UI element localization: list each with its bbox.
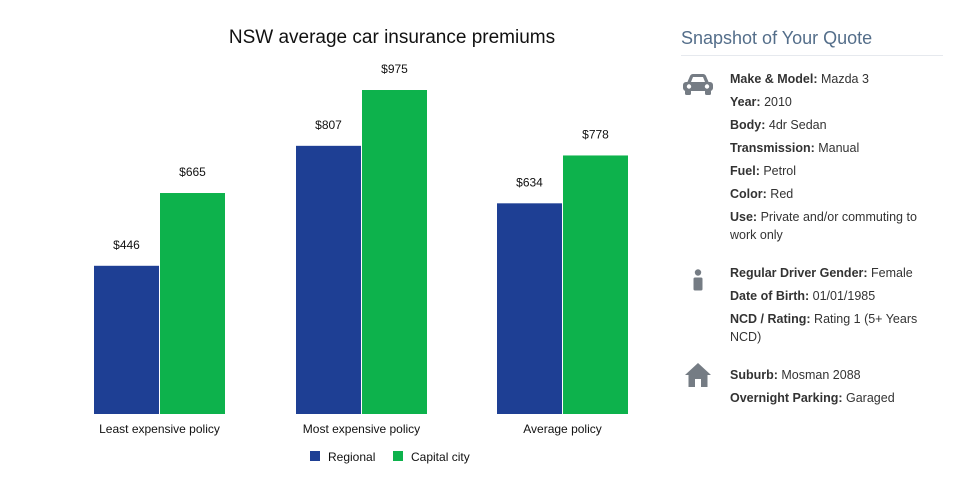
detail-label: Suburb: — [730, 368, 778, 382]
detail-value: 01/01/1985 — [809, 289, 876, 303]
detail-label: Regular Driver Gender: — [730, 266, 868, 280]
detail-row: Year: 2010 — [730, 93, 943, 111]
bars-group: $446 $665 Least expensive policy $807 $975 Mo… — [94, 62, 628, 436]
detail-value: 4dr Sedan — [765, 118, 827, 132]
detail-label: Use: — [730, 210, 758, 224]
detail-row: Transmission: Manual — [730, 139, 943, 157]
car-details-group: Make & Model: Mazda 3 Year: 2010 Body: 4dr… — [681, 70, 943, 244]
bar-capital-city-2 — [362, 90, 427, 414]
detail-label: Transmission: — [730, 141, 815, 155]
detail-label: Color: — [730, 187, 767, 201]
detail-row: Use: Private and/or commuting to work on… — [730, 208, 943, 244]
detail-label: Year: — [730, 95, 761, 109]
detail-value: 2010 — [760, 95, 792, 109]
detail-row: Fuel: Petrol — [730, 162, 943, 180]
detail-value: Female — [867, 266, 913, 280]
chart-title: NSW average car insurance premiums — [229, 27, 555, 48]
data-label: $778 — [582, 127, 609, 141]
detail-value: Garaged — [842, 391, 895, 405]
legend-swatch-capital-city — [393, 451, 403, 461]
house-icon — [684, 362, 712, 393]
chart-area: NSW average car insurance premiums $446 $… — [94, 27, 628, 464]
quote-snapshot-panel: Snapshot of Your Quote Make & Model: Maz… — [681, 28, 943, 412]
detail-label: Fuel: — [730, 164, 760, 178]
detail-label: NCD / Rating: — [730, 312, 811, 326]
address-details-group: Suburb: Mosman 2088 Overnight Parking: Ga… — [681, 363, 943, 407]
detail-row: Color: Red — [730, 185, 943, 203]
detail-value: Petrol — [759, 164, 796, 178]
detail-value: Red — [766, 187, 794, 201]
detail-value: Private and/or commuting to work only — [730, 210, 917, 242]
bar-chart: NSW average car insurance premiums $446$… — [94, 27, 628, 464]
data-label: $975 — [381, 62, 408, 76]
bar-regional-3 — [497, 203, 562, 414]
detail-label: Date of Birth: — [730, 289, 810, 303]
detail-row: Suburb: Mosman 2088 — [730, 366, 943, 384]
data-label: $665 — [179, 165, 206, 179]
person-icon — [692, 269, 704, 296]
legend-swatch-regional — [310, 451, 320, 461]
detail-label: Body: — [730, 118, 766, 132]
detail-value: Rating 1 (5+ Years NCD) — [730, 312, 918, 344]
bar-regional-2 — [296, 145, 361, 414]
detail-row: Overnight Parking: Garaged — [730, 389, 943, 407]
legend: Regional Capital city — [310, 450, 470, 464]
detail-row: Body: 4dr Sedan — [730, 116, 943, 134]
detail-value: Mosman 2088 — [777, 368, 861, 382]
detail-row: Make & Model: Mazda 3 — [730, 70, 943, 88]
data-label: $807 — [315, 118, 342, 132]
detail-value: Manual — [814, 141, 860, 155]
legend-label: Capital city — [411, 450, 470, 464]
detail-value: Mazda 3 — [817, 72, 869, 86]
bar-capital-city-3 — [563, 155, 628, 415]
category-label: Least expensive policy — [99, 422, 220, 436]
detail-row: NCD / Rating: Rating 1 (5+ Years NCD) — [730, 310, 943, 346]
category-label: Most expensive policy — [303, 422, 420, 436]
detail-row: Date of Birth: 01/01/1985 — [730, 287, 943, 305]
legend-label: Regional — [328, 450, 375, 464]
category-label: Average policy — [523, 422, 602, 436]
data-label: $446 — [113, 238, 140, 252]
bar-capital-city-1 — [160, 193, 225, 414]
snapshot-title: Snapshot of Your Quote — [681, 28, 943, 56]
bar-regional-1 — [94, 265, 159, 414]
detail-row: Regular Driver Gender: Female — [730, 264, 943, 282]
detail-label: Overnight Parking: — [730, 391, 843, 405]
car-icon — [681, 73, 715, 102]
data-label: $634 — [516, 175, 543, 189]
driver-details-group: Regular Driver Gender: Female Date of Bir… — [681, 264, 943, 346]
detail-label: Make & Model: — [730, 72, 818, 86]
